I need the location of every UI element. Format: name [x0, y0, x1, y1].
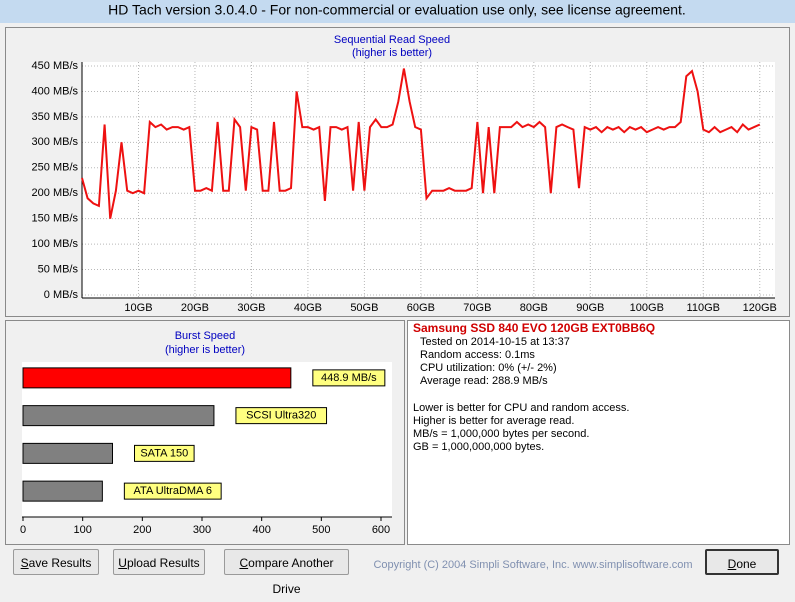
x-tick-label: 100 [73, 524, 91, 536]
x-tick-label: 400 [252, 524, 270, 536]
info-panel [407, 320, 790, 545]
burst-bar [22, 480, 103, 502]
bar-label-box [312, 369, 386, 387]
bar-label-box [235, 407, 328, 425]
x-tick-label: 90GB [576, 302, 604, 314]
compare-button[interactable]: Compare Another Drive [224, 549, 349, 596]
done-button[interactable]: Done [705, 549, 779, 575]
x-tick-label: 30GB [237, 302, 265, 314]
x-tick-label: 120GB [743, 302, 777, 314]
y-tick-label: 0 MB/s [44, 289, 79, 301]
bar-label: 448.9 MB/s [321, 372, 377, 384]
x-tick-label: 300 [193, 524, 211, 536]
chart-title: Sequential Read Speed [334, 34, 450, 46]
x-tick-label: 10GB [124, 302, 152, 314]
bar-label-box [123, 482, 222, 500]
x-tick-label: 20GB [181, 302, 209, 314]
title-bar [0, 0, 795, 23]
info-note: MB/s = 1,000,000 bytes per second. [413, 428, 589, 440]
info-line: Tested on 2014-10-15 at 13:37 [420, 336, 570, 348]
x-tick-label: 50GB [350, 302, 378, 314]
info-note: GB = 1,000,000,000 bytes. [413, 441, 544, 453]
info-note: Lower is better for CPU and random acces… [413, 402, 629, 414]
chart-subtitle: (higher is better) [165, 344, 245, 356]
info-line: Average read: 288.9 MB/s [420, 375, 548, 387]
info-line: CPU utilization: 0% (+/- 2%) [420, 362, 557, 374]
info-note: Higher is better for average read. [413, 415, 574, 427]
x-tick-label: 0 [20, 524, 26, 536]
chart-subtitle: (higher is better) [352, 47, 432, 59]
x-tick-label: 200 [133, 524, 151, 536]
x-tick-label: 70GB [463, 302, 491, 314]
bar-label-box [134, 444, 195, 462]
read-line [81, 68, 761, 219]
y-tick-label: 450 MB/s [32, 60, 79, 72]
window-canvas: HD Tach version 3.0.4.0 - For non-commer… [0, 0, 795, 571]
save-button[interactable]: Save Results [13, 549, 99, 575]
x-tick-label: 600 [372, 524, 390, 536]
burst-bar [22, 405, 215, 427]
y-tick-label: 350 MB/s [32, 111, 79, 123]
bar-label: SATA 150 [140, 447, 188, 459]
window-title: HD Tach version 3.0.4.0 - For non-commer… [108, 2, 686, 18]
copyright: Copyright (C) 2004 Simpli Software, Inc.… [373, 559, 692, 571]
chart-title: Burst Speed [175, 330, 236, 342]
y-tick-label: 200 MB/s [32, 187, 79, 199]
y-tick-label: 50 MB/s [38, 263, 79, 275]
x-tick-label: 110GB [687, 302, 720, 314]
y-tick-label: 100 MB/s [32, 238, 79, 250]
burst-bar [22, 367, 292, 389]
info-line: Random access: 0.1ms [420, 349, 535, 361]
upload-button[interactable]: Upload Results [113, 549, 205, 575]
plot-area [82, 62, 775, 298]
y-tick-label: 400 MB/s [32, 85, 79, 97]
x-tick-label: 80GB [520, 302, 548, 314]
y-tick-label: 300 MB/s [32, 136, 79, 148]
burst-bar [22, 442, 113, 464]
x-tick-label: 100GB [630, 302, 664, 314]
bar-label: ATA UltraDMA 6 [134, 485, 212, 497]
x-tick-label: 40GB [294, 302, 322, 314]
x-tick-label: 60GB [407, 302, 435, 314]
y-tick-label: 250 MB/s [32, 162, 79, 174]
y-tick-label: 150 MB/s [32, 213, 79, 225]
x-tick-label: 500 [312, 524, 330, 536]
drive-name: Samsung SSD 840 EVO 120GB EXT0BB6Q [413, 321, 655, 335]
bar-label: SCSI Ultra320 [246, 410, 316, 422]
